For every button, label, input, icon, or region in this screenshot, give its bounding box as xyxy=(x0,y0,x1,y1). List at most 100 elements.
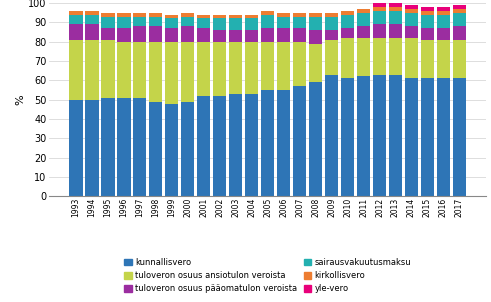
Bar xyxy=(373,7,386,11)
Bar xyxy=(165,28,178,42)
Bar xyxy=(325,17,338,30)
Bar xyxy=(117,98,131,196)
Bar xyxy=(373,75,386,196)
Bar xyxy=(85,100,99,196)
Bar xyxy=(389,75,402,196)
Bar xyxy=(325,13,338,17)
Bar xyxy=(181,17,194,26)
Bar xyxy=(453,9,466,13)
Bar xyxy=(245,30,258,42)
Bar xyxy=(325,75,338,196)
Bar xyxy=(101,40,114,98)
Bar xyxy=(149,42,163,101)
Bar xyxy=(453,79,466,196)
Bar xyxy=(341,14,355,28)
Bar xyxy=(117,42,131,98)
Bar xyxy=(293,13,306,17)
Bar xyxy=(85,14,99,24)
Bar xyxy=(133,13,146,17)
Bar xyxy=(85,40,99,100)
Bar xyxy=(389,24,402,38)
Bar xyxy=(149,101,163,196)
Bar xyxy=(436,40,450,79)
Bar xyxy=(229,94,243,196)
Bar xyxy=(293,42,306,86)
Bar xyxy=(69,40,82,100)
Bar xyxy=(293,86,306,196)
Bar xyxy=(245,18,258,30)
Bar xyxy=(389,3,402,7)
Bar xyxy=(277,17,290,28)
Bar xyxy=(117,28,131,42)
Bar xyxy=(421,40,434,79)
Bar xyxy=(405,9,418,13)
Bar xyxy=(405,79,418,196)
Bar xyxy=(309,13,323,17)
Bar xyxy=(261,11,274,14)
Bar xyxy=(373,11,386,24)
Bar xyxy=(373,3,386,7)
Bar xyxy=(405,5,418,9)
Bar xyxy=(149,13,163,17)
Bar xyxy=(117,17,131,28)
Bar xyxy=(421,11,434,14)
Bar xyxy=(197,96,211,196)
Bar xyxy=(453,13,466,26)
Bar xyxy=(85,24,99,40)
Bar xyxy=(389,38,402,75)
Bar xyxy=(293,17,306,28)
Bar xyxy=(85,11,99,14)
Bar xyxy=(101,98,114,196)
Bar xyxy=(213,18,226,30)
Bar xyxy=(341,38,355,79)
Bar xyxy=(229,14,243,18)
Bar xyxy=(357,38,370,76)
Bar xyxy=(69,24,82,40)
Bar xyxy=(436,7,450,11)
Bar xyxy=(101,28,114,40)
Bar xyxy=(245,42,258,94)
Bar xyxy=(181,13,194,17)
Bar xyxy=(277,42,290,90)
Bar xyxy=(165,42,178,104)
Bar xyxy=(309,43,323,82)
Bar xyxy=(453,5,466,9)
Bar xyxy=(357,9,370,13)
Bar xyxy=(101,13,114,17)
Bar xyxy=(261,90,274,196)
Bar xyxy=(373,38,386,75)
Bar xyxy=(261,28,274,42)
Bar xyxy=(341,11,355,14)
Bar xyxy=(213,42,226,96)
Bar xyxy=(69,14,82,24)
Bar xyxy=(69,100,82,196)
Bar xyxy=(101,17,114,28)
Bar xyxy=(197,14,211,18)
Bar xyxy=(133,42,146,98)
Bar xyxy=(245,94,258,196)
Bar xyxy=(325,30,338,40)
Bar xyxy=(133,17,146,26)
Bar xyxy=(133,98,146,196)
Bar xyxy=(69,11,82,14)
Bar xyxy=(261,42,274,90)
Bar xyxy=(421,7,434,11)
Bar xyxy=(389,11,402,24)
Bar xyxy=(405,26,418,38)
Bar xyxy=(165,14,178,18)
Bar xyxy=(197,18,211,28)
Bar xyxy=(421,79,434,196)
Bar xyxy=(405,13,418,26)
Bar xyxy=(229,30,243,42)
Bar xyxy=(277,28,290,42)
Bar xyxy=(165,18,178,28)
Bar xyxy=(181,26,194,42)
Bar xyxy=(213,14,226,18)
Bar xyxy=(213,30,226,42)
Bar xyxy=(357,76,370,196)
Bar xyxy=(213,96,226,196)
Bar xyxy=(436,79,450,196)
Bar xyxy=(341,28,355,38)
Bar xyxy=(133,26,146,42)
Bar xyxy=(325,40,338,75)
